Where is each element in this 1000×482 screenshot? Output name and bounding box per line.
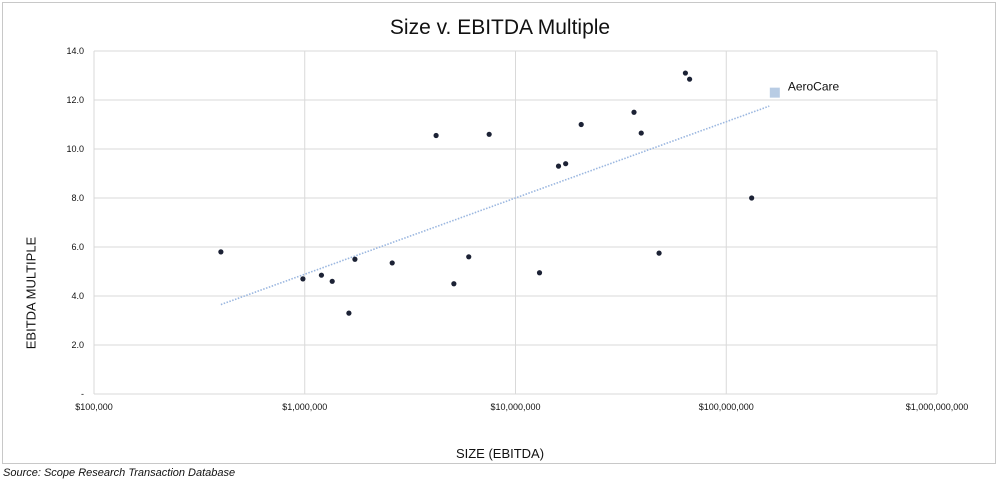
data-point — [329, 278, 335, 284]
y-tick-label: 6.0 — [71, 242, 84, 252]
data-point — [218, 249, 224, 255]
y-tick-label: 2.0 — [71, 340, 84, 350]
x-tick-label: $1,000,000,000 — [906, 402, 969, 412]
y-tick-label: 10.0 — [66, 144, 84, 154]
y-tick-label: 8.0 — [71, 193, 84, 203]
data-point — [486, 131, 492, 137]
y-tick-label: 12.0 — [66, 95, 84, 105]
y-tick-label: - — [81, 389, 84, 399]
chart-frame — [2, 2, 996, 464]
data-point — [433, 132, 439, 139]
data-point — [346, 310, 352, 316]
data-point — [749, 195, 755, 201]
y-tick-label: 4.0 — [71, 291, 84, 301]
data-point — [451, 281, 457, 287]
data-point — [555, 163, 562, 169]
highlight-point-marker — [769, 87, 780, 98]
data-point — [466, 254, 472, 260]
data-point — [638, 130, 644, 136]
x-tick-label: $100,000,000 — [699, 402, 754, 412]
x-tick-label: $100,000 — [75, 402, 113, 412]
data-point — [300, 276, 306, 282]
data-point — [631, 109, 637, 115]
data-point — [578, 121, 584, 128]
data-point — [656, 250, 662, 256]
data-point — [352, 256, 358, 262]
data-point — [318, 272, 325, 278]
data-point — [682, 70, 689, 76]
data-point — [686, 76, 693, 82]
y-tick-label: 14.0 — [66, 46, 84, 56]
data-point — [536, 270, 543, 276]
source-note: Source: Scope Research Transaction Datab… — [3, 467, 236, 479]
annotation-label: AeroCare — [788, 80, 840, 94]
trendline — [220, 105, 770, 306]
x-tick-label: $1,000,000 — [282, 402, 327, 412]
data-point — [389, 260, 395, 266]
x-tick-label: $10,000,000 — [490, 402, 540, 412]
x-axis-label: SIZE (EBITDA) — [455, 446, 545, 461]
data-point — [563, 161, 569, 167]
chart-title: Size v. EBITDA Multiple — [389, 16, 611, 39]
